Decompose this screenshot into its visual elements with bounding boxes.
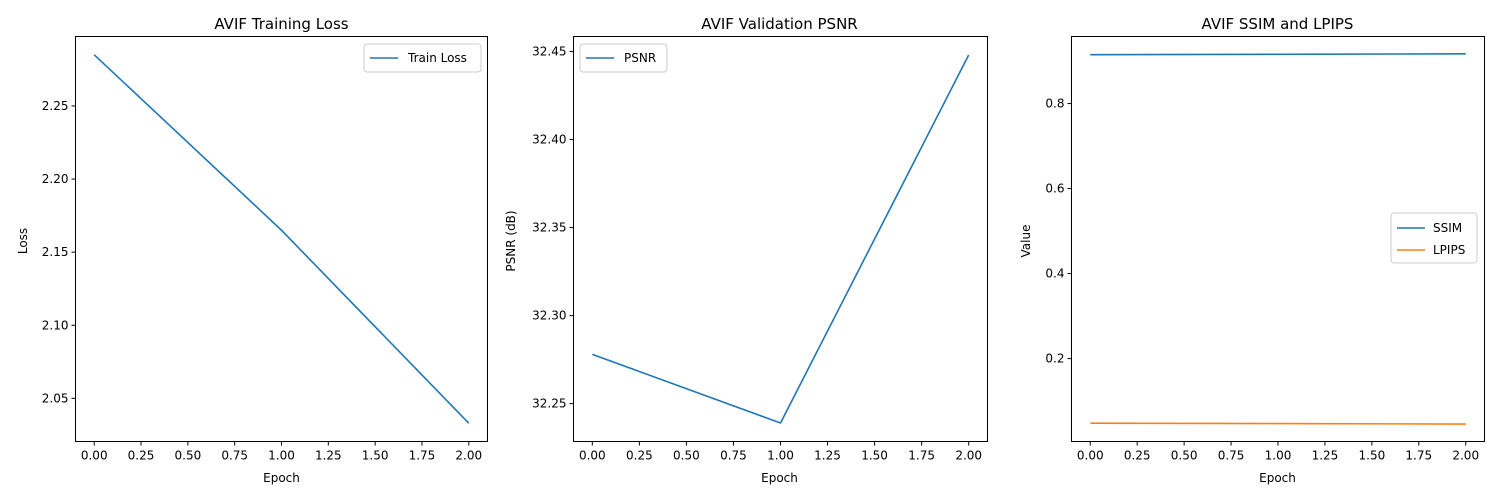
legend-box xyxy=(579,43,668,73)
x-tick-label: 0.50 xyxy=(175,449,202,463)
x-tick-label: 1.00 xyxy=(1265,449,1292,463)
series-lines xyxy=(1090,53,1466,425)
series-line-lpips xyxy=(1090,422,1466,425)
axes-frame xyxy=(1071,36,1485,442)
x-tick-label: 1.75 xyxy=(908,449,935,463)
series-line-psnr xyxy=(592,54,970,424)
y-axis-label: Value xyxy=(1019,225,1033,258)
x-axis-label: Epoch xyxy=(263,471,300,485)
y-tick-label: 2.20 xyxy=(42,172,69,186)
axes-frame xyxy=(573,36,988,442)
y-tick-label: 0.6 xyxy=(1045,182,1064,196)
y-tick-label: 32.30 xyxy=(532,309,566,323)
x-tick-label: 1.50 xyxy=(861,449,888,463)
y-axis-label: Loss xyxy=(16,228,30,254)
x-tick-label: 1.00 xyxy=(767,449,794,463)
ticks: 0.00 0.25 0.50 0.75 1.00 1.25 1.50 1.75 2.00 2.05… xyxy=(42,99,482,463)
x-tick-label: 0.50 xyxy=(1171,449,1198,463)
x-tick-label: 0.25 xyxy=(626,449,653,463)
x-tick-label: 1.00 xyxy=(268,449,295,463)
chart-ssim-lpips: AVIF SSIM and LPIPS Epoch Value 0.00 0.25… xyxy=(1019,15,1485,485)
x-tick-label: 2.00 xyxy=(455,449,482,463)
chart-title: AVIF Validation PSNR xyxy=(701,15,857,33)
chart-validation-psnr: AVIF Validation PSNR Epoch PSNR (dB) 0.0… xyxy=(504,15,988,485)
x-tick-label: 0.25 xyxy=(128,449,155,463)
x-tick-label: 0.50 xyxy=(673,449,700,463)
y-tick-label: 32.25 xyxy=(532,397,566,411)
legend-label-psnr: PSNR xyxy=(624,51,656,65)
y-tick-label: 0.4 xyxy=(1045,267,1064,281)
x-tick-label: 2.00 xyxy=(1452,449,1479,463)
series-lines xyxy=(93,54,470,424)
x-tick-label: 0.00 xyxy=(1077,449,1104,463)
x-tick-label: 0.75 xyxy=(1218,449,1245,463)
legend-label-ssim: SSIM xyxy=(1433,221,1462,235)
y-axis-label: PSNR (dB) xyxy=(504,210,518,271)
legend-box xyxy=(363,43,482,73)
x-axis-label: Epoch xyxy=(1259,471,1296,485)
x-tick-label: 1.75 xyxy=(1405,449,1432,463)
x-tick-label: 2.00 xyxy=(955,449,982,463)
x-tick-label: 1.25 xyxy=(814,449,841,463)
chart-title: AVIF Training Loss xyxy=(214,15,348,33)
legend: Train Loss xyxy=(363,43,482,73)
chart-title: AVIF SSIM and LPIPS xyxy=(1202,15,1354,33)
x-tick-label: 0.00 xyxy=(579,449,606,463)
y-tick-label: 0.2 xyxy=(1045,352,1064,366)
x-tick-label: 1.50 xyxy=(1359,449,1386,463)
y-tick-label: 2.05 xyxy=(42,391,69,405)
chart-training-loss: AVIF Training Loss Epoch Loss 0.00 0.25 0.… xyxy=(16,15,488,485)
legend: SSIM LPIPS xyxy=(1390,212,1478,264)
legend-label-train-loss: Train Loss xyxy=(407,51,467,65)
y-tick-label: 32.40 xyxy=(532,133,566,147)
series-line-ssim xyxy=(1090,53,1466,56)
axes-frame xyxy=(75,36,488,442)
series-line-train-loss xyxy=(93,54,470,424)
x-axis-label: Epoch xyxy=(761,471,798,485)
x-tick-label: 0.75 xyxy=(720,449,747,463)
x-tick-label: 0.00 xyxy=(81,449,108,463)
y-tick-label: 2.15 xyxy=(42,245,69,259)
legend: PSNR xyxy=(579,43,668,73)
x-tick-label: 1.25 xyxy=(1312,449,1339,463)
x-tick-label: 0.25 xyxy=(1124,449,1151,463)
y-tick-label: 32.45 xyxy=(532,44,566,58)
x-tick-label: 1.25 xyxy=(315,449,342,463)
y-tick-label: 2.25 xyxy=(42,99,69,113)
y-tick-label: 32.35 xyxy=(532,221,566,235)
x-tick-label: 1.50 xyxy=(362,449,389,463)
legend-label-lpips: LPIPS xyxy=(1433,243,1465,257)
ticks: 0.00 0.25 0.50 0.75 1.00 1.25 1.50 1.75 2.00 0.2 0… xyxy=(1045,97,1479,463)
series-lines xyxy=(592,54,970,424)
x-tick-label: 1.75 xyxy=(409,449,436,463)
y-tick-label: 0.8 xyxy=(1045,97,1064,111)
y-tick-label: 2.10 xyxy=(42,318,69,332)
ticks: 0.00 0.25 0.50 0.75 1.00 1.25 1.50 1.75 2.00 32.2… xyxy=(532,44,982,462)
x-tick-label: 0.75 xyxy=(221,449,248,463)
